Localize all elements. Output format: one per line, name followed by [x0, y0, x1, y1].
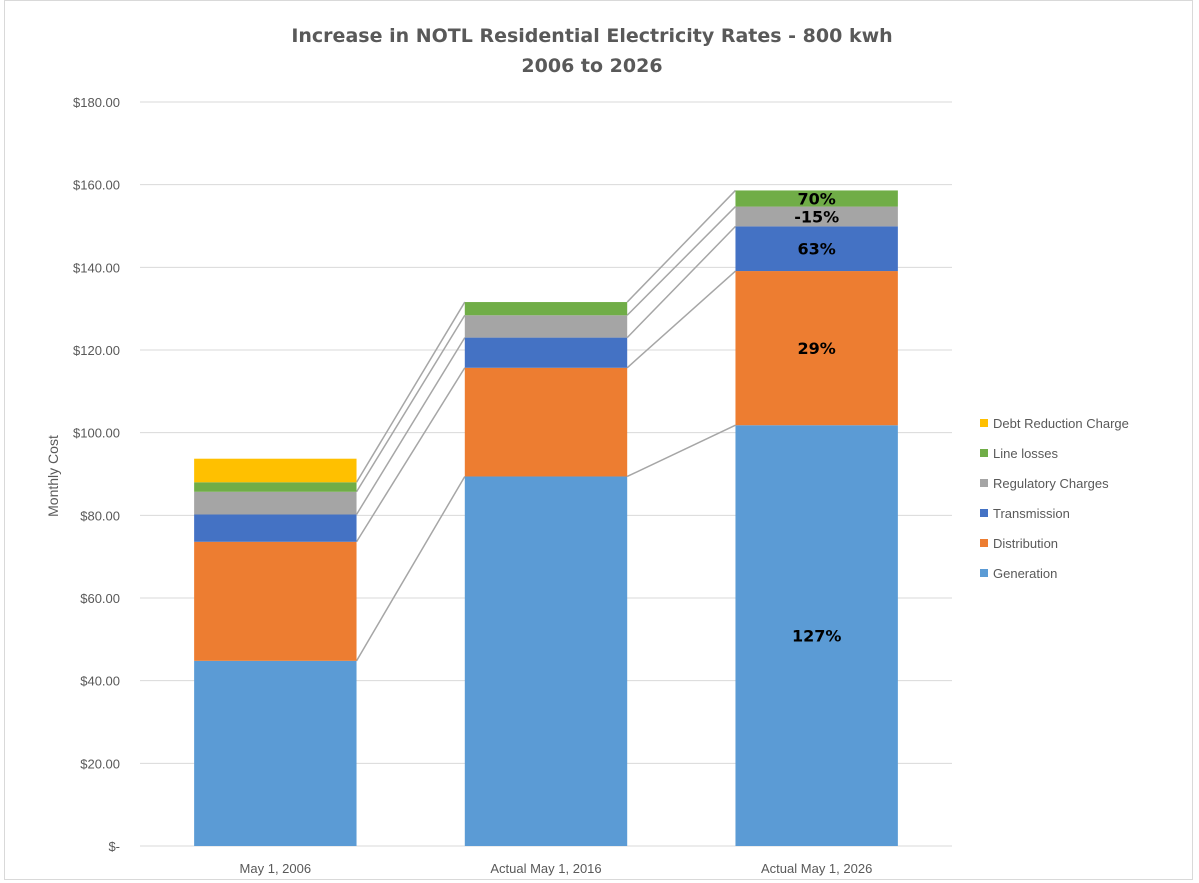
legend-swatch — [980, 539, 988, 547]
legend-swatch — [980, 449, 988, 457]
y-tick-label: $160.00 — [73, 178, 120, 193]
legend-label: Line losses — [993, 446, 1059, 461]
bar-distribution-actual-may-1-2026 — [735, 271, 898, 426]
connector-line-transmission — [626, 225, 737, 339]
legend-swatch — [980, 569, 988, 577]
bar-line-losses-may-1-2006 — [194, 482, 357, 492]
legend-label: Generation — [993, 566, 1057, 581]
y-tick-label: $40.00 — [80, 674, 120, 689]
annotation-transmission: 63% — [798, 240, 836, 259]
y-tick-label: $100.00 — [73, 426, 120, 441]
bar-transmission-actual-may-1-2016 — [464, 337, 628, 368]
bar-generation-actual-may-1-2016 — [464, 476, 628, 846]
chart-title: Increase in NOTL Residential Electricity… — [291, 25, 892, 47]
y-axis-title: Monthly Cost — [45, 435, 61, 517]
bar-transmission-may-1-2006 — [194, 514, 357, 542]
y-tick-label: $120.00 — [73, 343, 120, 358]
connector-line-generation — [355, 476, 466, 662]
connector-line-generation — [626, 424, 736, 478]
bar-line-losses-actual-may-1-2026 — [735, 190, 898, 207]
annotation-distribution: 29% — [798, 339, 836, 358]
connector-line-distribution — [355, 367, 466, 543]
connector-line-regulatory-charges — [355, 314, 466, 493]
y-axis-ticks: $- $20.00 $40.00 $60.00 $80.00 $100.00 $120.00… — [73, 95, 120, 854]
legend: Debt Reduction Charge Line losses Regulato… — [980, 416, 1129, 581]
y-tick-label: $- — [108, 839, 120, 854]
legend-label: Transmission — [993, 506, 1070, 521]
bar-distribution-may-1-2006 — [194, 541, 357, 661]
legend-swatch — [980, 509, 988, 517]
bars — [194, 190, 898, 846]
legend-item-generation: Generation — [980, 566, 1057, 581]
legend-label: Distribution — [993, 536, 1058, 551]
connector-line-line-losses — [355, 301, 466, 483]
bar-regulatory-charges-actual-may-1-2026 — [735, 206, 898, 227]
y-tick-label: $60.00 — [80, 591, 120, 606]
annotation-generation: 127% — [792, 627, 841, 646]
legend-item-distribution: Distribution — [980, 536, 1058, 551]
x-tick-label: May 1, 2006 — [240, 861, 312, 876]
connector-lines — [355, 189, 737, 662]
bar-generation-actual-may-1-2026 — [735, 425, 898, 846]
bar-debt-reduction-charge-may-1-2006 — [194, 458, 357, 483]
bar-regulatory-charges-actual-may-1-2016 — [464, 315, 628, 338]
bar-transmission-actual-may-1-2026 — [735, 226, 898, 272]
legend-item-transmission: Transmission — [980, 506, 1070, 521]
legend-label: Debt Reduction Charge — [993, 416, 1129, 431]
x-tick-label: Actual May 1, 2026 — [761, 861, 872, 876]
annotations: 127% 29% 63% -15%70% — [792, 190, 841, 646]
connector-line-transmission — [355, 337, 466, 515]
y-tick-label: $180.00 — [73, 95, 120, 110]
legend-swatch — [980, 479, 988, 487]
connector-line-line-losses — [626, 189, 737, 303]
bar-generation-may-1-2006 — [194, 660, 357, 846]
x-tick-label: Actual May 1, 2016 — [490, 861, 601, 876]
annotation-line-losses: 70% — [798, 190, 836, 209]
legend-item-line-losses: Line losses — [980, 446, 1059, 461]
bar-regulatory-charges-may-1-2006 — [194, 491, 357, 515]
x-axis-ticks: May 1, 2006 Actual May 1, 2016 Actual May … — [240, 861, 873, 876]
y-tick-label: $80.00 — [80, 508, 120, 523]
legend-item-regulatory-charges: Regulatory Charges — [980, 476, 1109, 491]
y-tick-label: $20.00 — [80, 756, 120, 771]
legend-item-debt-reduction-charge: Debt Reduction Charge — [980, 416, 1129, 431]
annotation-regulatory-charges: -15% — [794, 207, 839, 226]
connector-line-regulatory-charges — [626, 206, 736, 316]
y-tick-label: $140.00 — [73, 260, 120, 275]
connector-line-distribution — [626, 270, 736, 369]
bar-line-losses-actual-may-1-2016 — [464, 302, 628, 316]
legend-swatch — [980, 419, 988, 427]
chart-subtitle: 2006 to 2026 — [521, 55, 662, 77]
legend-label: Regulatory Charges — [993, 476, 1109, 491]
bar-distribution-actual-may-1-2016 — [464, 367, 628, 477]
